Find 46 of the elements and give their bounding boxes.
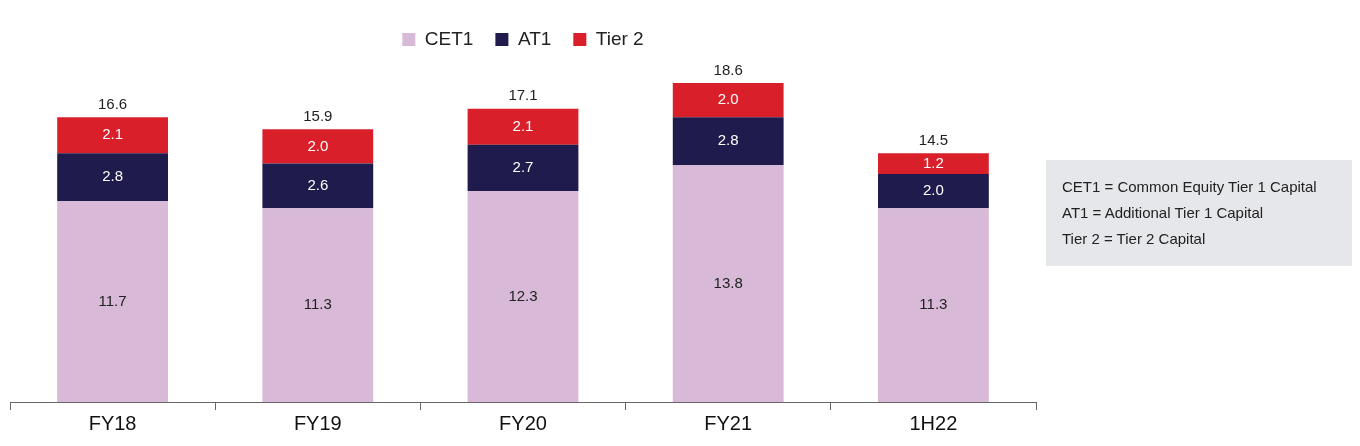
x-tick-label: FY19: [293, 411, 342, 434]
text: CET1 = Common Equity Tier 1 Capital: [1062, 177, 1318, 197]
total-label: 17.1: [508, 86, 538, 104]
bar: [878, 153, 989, 174]
bar: [57, 117, 168, 154]
data-label: 2.1: [102, 125, 124, 143]
bar: [672, 83, 784, 118]
bar: [262, 208, 374, 402]
x-tick-label: FY20: [499, 411, 547, 434]
total-label: 15.9: [303, 106, 333, 124]
bar: [672, 117, 784, 166]
x-tick-label: FY21: [704, 411, 753, 434]
data-label: 11.3: [919, 295, 948, 313]
total-label: 14.5: [918, 130, 948, 148]
text: AT1 = Additional Tier 1 Capital: [1062, 203, 1265, 223]
legend-label: CET1: [424, 27, 474, 49]
data-label: 2.8: [717, 131, 739, 149]
data-label: 11.3: [303, 295, 332, 313]
text: Tier 2 = Tier 2 Capital: [1062, 229, 1207, 249]
bar: [467, 108, 579, 145]
data-label: 2.8: [102, 167, 124, 185]
data-label: 13.8: [713, 273, 743, 291]
bar: [467, 144, 579, 192]
bar: [57, 153, 168, 202]
data-label: 2.0: [922, 181, 944, 199]
legend-label: AT1: [517, 27, 552, 49]
total-label: 18.6: [713, 60, 743, 78]
x-tick-label: FY18: [88, 411, 137, 434]
bar: [262, 163, 374, 209]
data-label: 11.7: [98, 291, 127, 309]
data-label: 2.0: [717, 90, 739, 108]
data-label: 2.7: [512, 158, 534, 176]
data-label: 1.2: [922, 153, 944, 171]
data-label: 2.1: [512, 116, 534, 134]
data-label: 2.0: [307, 136, 329, 154]
data-label: 2.6: [307, 176, 329, 194]
bar: [57, 201, 168, 402]
bar: [262, 129, 374, 164]
x-tick-label: 1H22: [909, 411, 958, 434]
total-label: 16.6: [98, 94, 128, 112]
bar: [467, 191, 579, 402]
bar: [878, 173, 989, 209]
bar: [878, 208, 989, 402]
legend-label: Tier 2: [595, 27, 644, 49]
data-label: 12.3: [508, 286, 538, 304]
bar: [672, 165, 784, 402]
